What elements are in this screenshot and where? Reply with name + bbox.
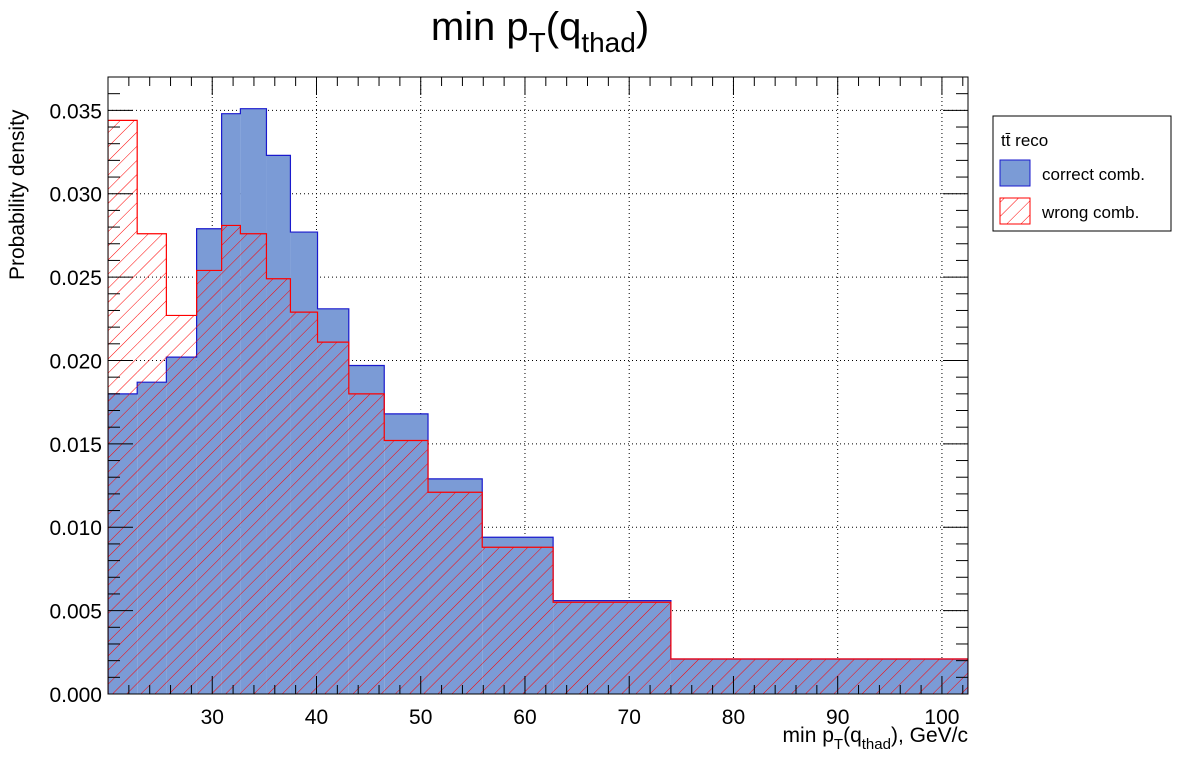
plot-frame bbox=[107, 76, 969, 695]
legend-label-correct: correct comb. bbox=[1042, 165, 1145, 184]
bar-wrong-comb bbox=[428, 492, 483, 694]
x-axis-title: min pT(qthad), GeV/c bbox=[783, 724, 968, 753]
bar-wrong-comb bbox=[317, 342, 349, 694]
x-tick-label: 40 bbox=[305, 706, 328, 729]
legend-label-wrong: wrong comb. bbox=[1041, 203, 1139, 222]
x-tick-label: 90 bbox=[826, 706, 849, 729]
x-tick-label: 80 bbox=[722, 706, 745, 729]
y-tick-label: 0.035 bbox=[49, 100, 102, 123]
grid-lines bbox=[108, 77, 968, 694]
bar-wrong-comb bbox=[108, 120, 138, 694]
bar-wrong-comb bbox=[384, 440, 429, 694]
outline-wrong-comb bbox=[108, 119, 968, 694]
x-tick-label: 60 bbox=[513, 706, 536, 729]
y-axis-title: Probability density bbox=[6, 109, 29, 280]
bar-wrong-comb bbox=[137, 233, 167, 694]
bar-wrong-comb bbox=[221, 225, 241, 694]
legend-swatch-wrong bbox=[999, 197, 1031, 225]
bar-wrong-comb bbox=[290, 312, 318, 694]
bar-wrong-comb bbox=[482, 547, 554, 694]
y-tick-label: 0.015 bbox=[49, 434, 102, 457]
plot-border bbox=[107, 76, 969, 695]
bar-wrong-comb bbox=[240, 233, 267, 694]
bar-wrong-comb bbox=[553, 602, 671, 694]
axis-ticks bbox=[107, 77, 968, 695]
x-tick-label: 100 bbox=[924, 706, 959, 729]
y-tick-label: 0.020 bbox=[49, 350, 102, 373]
x-tick-label: 70 bbox=[618, 706, 641, 729]
y-tick-label: 0.005 bbox=[49, 601, 102, 624]
series-wrong-comb bbox=[108, 119, 968, 694]
legend-swatch-correct bbox=[999, 159, 1031, 187]
bar-wrong-comb bbox=[670, 658, 968, 694]
axis-tick-labels: 30 40 50 60 70 80 90 100 0.000 0.005 0.010 0.015 0.0… bbox=[49, 100, 959, 729]
bar-wrong-comb bbox=[196, 270, 222, 694]
legend: tt̄ reco correct comb. wrong comb. bbox=[992, 115, 1172, 232]
y-tick-label: 0.025 bbox=[49, 267, 102, 290]
y-tick-label: 0.010 bbox=[49, 517, 102, 540]
bar-wrong-comb bbox=[166, 315, 197, 694]
bar-wrong-comb bbox=[348, 393, 385, 694]
x-tick-label: 30 bbox=[201, 706, 224, 729]
x-tick-label: 50 bbox=[409, 706, 432, 729]
y-tick-label: 0.030 bbox=[49, 184, 102, 207]
bar-wrong-comb bbox=[266, 278, 291, 694]
chart-title: min pT(qthad) bbox=[431, 5, 649, 58]
legend-title: tt̄ reco bbox=[1001, 131, 1048, 150]
y-tick-label: 0.000 bbox=[49, 684, 102, 707]
